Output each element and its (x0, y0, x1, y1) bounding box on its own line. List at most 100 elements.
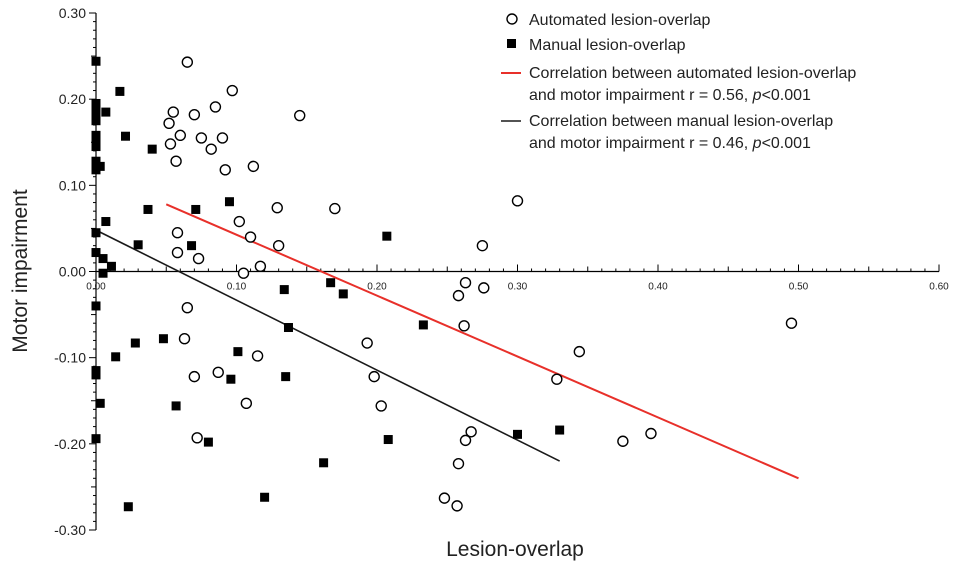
legend: Automated lesion-overlap Manual lesion-o… (501, 12, 856, 152)
manual-point (147, 144, 157, 154)
legend-marker-open-circle (506, 13, 518, 25)
automated-point (271, 202, 283, 214)
manual-point (555, 425, 565, 435)
manual-point (143, 204, 153, 214)
automated-point (361, 337, 373, 349)
automated-point (476, 239, 489, 252)
automated-point (451, 500, 463, 512)
automated-point (195, 132, 208, 144)
automated-point (171, 227, 184, 239)
legend-label-red-line-1: Correlation between automated lesion-ove… (529, 65, 856, 82)
manual-point (203, 437, 213, 447)
automated-point (251, 350, 264, 362)
manual-point (338, 289, 348, 299)
automated-point (178, 333, 191, 345)
x-tick-label: 0.20 (367, 282, 387, 293)
legend-label-manual: Manual lesion-overlap (529, 37, 686, 54)
automated-point (645, 427, 657, 440)
automated-point (191, 432, 203, 444)
manual-point (91, 130, 101, 140)
automated-point (170, 155, 182, 167)
automated-point (219, 164, 231, 176)
automated-point (171, 246, 184, 259)
automated-point (240, 397, 253, 410)
manual-point (101, 217, 111, 227)
manual-point (224, 197, 234, 207)
automated-point (237, 267, 250, 279)
manual-point (121, 131, 131, 141)
manual-point (91, 301, 101, 311)
automated-point (181, 301, 194, 314)
manual-point (191, 204, 201, 214)
automated-point (233, 215, 246, 228)
automated-point (174, 129, 187, 142)
manual-point (123, 502, 133, 512)
trend-lines (95, 203, 799, 480)
automated-point (167, 106, 179, 118)
automated-point (785, 317, 798, 329)
manual-point (418, 320, 428, 330)
legend-label-red-line-2: and motor impairment r = 0.56, p<0.001 (529, 87, 811, 104)
automated-points (163, 56, 798, 512)
x-tick-label: 0.40 (648, 282, 668, 293)
y-tick-label: -0.10 (54, 350, 86, 366)
manual-point (91, 105, 101, 115)
y-tick-label: 0.30 (59, 5, 86, 21)
y-tick-label: -0.30 (54, 522, 86, 538)
manual-point (98, 268, 108, 278)
automated-point (254, 260, 267, 273)
manual-point (383, 435, 393, 445)
automated-point (478, 282, 490, 294)
manual-point (171, 401, 181, 411)
automated-point (244, 231, 257, 243)
y-tick-label: 0.10 (59, 177, 86, 193)
automated-point (452, 457, 465, 470)
automated-point (247, 160, 260, 173)
manual-point (283, 323, 293, 333)
automated-point (164, 138, 177, 150)
automated-point (465, 426, 477, 438)
manual-point (513, 429, 522, 439)
x-tick-label: 0.50 (789, 282, 809, 293)
automated-point (188, 108, 201, 121)
legend-marker-filled-square (507, 39, 516, 48)
manual-point (111, 352, 121, 362)
automated-point (573, 345, 586, 358)
x-tick-label: 0.30 (508, 282, 528, 293)
manual-point (319, 458, 329, 468)
manual-point (382, 231, 392, 241)
manual-point (260, 492, 270, 502)
automated-point (188, 370, 201, 383)
manual-point (130, 338, 140, 348)
automated-point (329, 202, 341, 215)
legend-label-black-line-2: and motor impairment r = 0.46, p<0.001 (529, 135, 811, 152)
manual-point (279, 285, 289, 295)
automated-point (181, 56, 194, 68)
y-tick-label: -0.20 (54, 436, 86, 452)
manual-point (91, 248, 101, 258)
y-tick-label: 0.20 (59, 91, 86, 107)
manual-point (158, 334, 168, 344)
automated-point (551, 373, 563, 385)
automated-point (511, 195, 524, 207)
automated-point (192, 252, 205, 265)
x-tick-label: 0.60 (929, 282, 949, 293)
y-axis-label: Motor impairment (9, 189, 32, 353)
manual-point (91, 110, 101, 120)
y-tick-label: 0.00 (59, 264, 86, 280)
automated-point (458, 320, 470, 332)
automated-point (438, 492, 451, 504)
automated-point (617, 435, 629, 447)
manual-point (106, 261, 116, 271)
legend-label-automated: Automated lesion-overlap (529, 12, 711, 29)
manual-point (326, 278, 336, 288)
x-tick-label: 0.00 (86, 282, 106, 293)
manual-point (91, 156, 101, 166)
automated-point (459, 277, 472, 289)
automated-point (212, 366, 224, 379)
automated-point (216, 132, 229, 144)
automated-point (294, 109, 306, 122)
manual-point (91, 116, 101, 126)
manual-point (95, 161, 105, 171)
manual-trend-line (95, 229, 561, 462)
